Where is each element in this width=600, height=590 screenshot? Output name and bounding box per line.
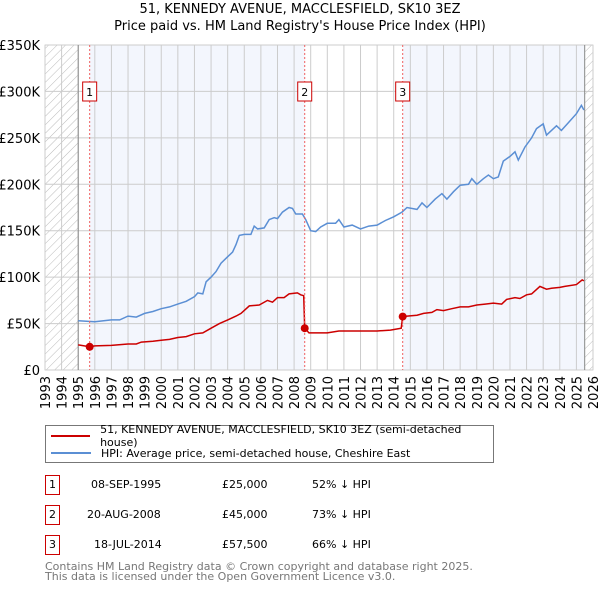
- x-tick-label: 1995: [72, 376, 87, 409]
- x-tick-label: 1996: [89, 376, 104, 409]
- x-tick-label: 2002: [188, 376, 203, 409]
- sale-hpi-diff: 52% ↓ HPI: [312, 478, 371, 491]
- sale-label: 2: [301, 86, 308, 99]
- x-tick-label: 1993: [39, 376, 54, 409]
- sale-number: 2: [45, 505, 60, 525]
- sale-price: £57,500: [222, 538, 268, 551]
- y-tick-label: £100K: [0, 271, 40, 286]
- x-tick-label: 2008: [288, 376, 303, 409]
- x-tick-label: 2011: [338, 376, 353, 409]
- legend-swatch-red: [51, 435, 91, 437]
- x-tick-label: 2020: [487, 376, 502, 409]
- x-tick-label: 2023: [537, 376, 552, 409]
- sale-label-box: [297, 81, 313, 102]
- x-tick-label: 1997: [105, 376, 120, 409]
- sale-hpi-diff: 66% ↓ HPI: [312, 538, 371, 551]
- x-tick-label: 2006: [255, 376, 270, 409]
- chart-title: 51, KENNEDY AVENUE, MACCLESFIELD, SK10 3…: [139, 2, 461, 17]
- sale-label: 3: [399, 86, 406, 99]
- sale-point: [85, 342, 94, 351]
- x-tick-label: 1999: [139, 376, 154, 409]
- hpi-line: [78, 103, 585, 323]
- x-tick-label: 2012: [355, 376, 370, 409]
- chart-subtitle: Price paid vs. HM Land Registry's House …: [114, 19, 486, 34]
- no-data-hatch: [584, 45, 593, 370]
- x-tick-label: 2007: [271, 376, 286, 409]
- legend-swatch-blue: [51, 452, 91, 454]
- sale-label: 1: [86, 86, 93, 99]
- x-tick-label: 2021: [504, 376, 519, 409]
- x-tick-label: 2024: [554, 376, 569, 409]
- legend-item-property: 51, KENNEDY AVENUE, MACCLESFIELD, SK10 3…: [51, 423, 493, 449]
- x-tick-label: 2022: [521, 376, 536, 409]
- sale-point: [300, 324, 309, 333]
- x-tick-label: 2019: [471, 376, 486, 409]
- sale-number: 1: [45, 475, 60, 495]
- ownership-shade: [89, 45, 305, 370]
- y-tick-label: £350K: [0, 39, 40, 54]
- legend-label: 51, KENNEDY AVENUE, MACCLESFIELD, SK10 3…: [100, 423, 462, 449]
- price-paid-line: [78, 278, 585, 348]
- price-chart: 1 2 3 £0 £50K £100K £150K £200K £250K £300K £350K 1…: [0, 39, 600, 409]
- sale-number: 3: [45, 535, 60, 555]
- y-tick-label: £250K: [0, 132, 40, 147]
- x-tick-label: 2000: [155, 376, 170, 409]
- sale-label-box: [395, 81, 411, 102]
- sale-row: 3 18-JUL-2014 £57,500 66% ↓ HPI: [45, 535, 505, 555]
- x-tick-label: 2003: [205, 376, 220, 409]
- y-tick-label: £200K: [0, 178, 40, 193]
- sale-row: 2 20-AUG-2008 £45,000 73% ↓ HPI: [45, 505, 505, 525]
- x-tick-label: 2009: [305, 376, 320, 409]
- sale-label-box: [82, 81, 98, 102]
- x-tick-label: 2017: [438, 376, 453, 409]
- y-tick-label: £0: [23, 364, 40, 379]
- sale-date: 18-JUL-2014: [94, 538, 162, 551]
- legend-item-hpi: HPI: Average price, semi-detached house,…: [51, 445, 410, 461]
- y-tick-label: £150K: [0, 225, 40, 240]
- sale-hpi-diff: 73% ↓ HPI: [312, 508, 371, 521]
- x-tick-label: 2018: [454, 376, 469, 409]
- x-tick-label: 2014: [388, 376, 403, 409]
- x-tick-label: 2010: [321, 376, 336, 409]
- sale-date: 08-SEP-1995: [91, 478, 162, 491]
- sale-point: [398, 312, 407, 321]
- x-tick-label: 2025: [570, 376, 585, 409]
- sale-price: £25,000: [222, 478, 268, 491]
- x-tick-label: 2005: [238, 376, 253, 409]
- y-tick-label: £300K: [0, 85, 40, 100]
- x-tick-label: 1998: [122, 376, 137, 409]
- footer-copyright: Contains HM Land Registry data © Crown c…: [45, 560, 473, 573]
- sale-date: 20-AUG-2008: [87, 508, 161, 521]
- x-tick-label: 2016: [421, 376, 436, 409]
- x-tick-label: 2001: [172, 376, 187, 409]
- x-tick-label: 2013: [371, 376, 386, 409]
- y-tick-label: £50K: [7, 318, 41, 333]
- x-tick-label: 2004: [222, 376, 237, 409]
- x-tick-label: 2026: [587, 376, 600, 409]
- sale-row: 1 08-SEP-1995 £25,000 52% ↓ HPI: [45, 475, 505, 495]
- footer-licence: This data is licensed under the Open Gov…: [45, 570, 396, 583]
- x-tick-label: 1994: [56, 376, 71, 409]
- x-tick-label: 2015: [404, 376, 419, 409]
- sale-price: £45,000: [222, 508, 268, 521]
- legend: 51, KENNEDY AVENUE, MACCLESFIELD, SK10 3…: [45, 423, 494, 463]
- legend-label: HPI: Average price, semi-detached house,…: [101, 446, 411, 460]
